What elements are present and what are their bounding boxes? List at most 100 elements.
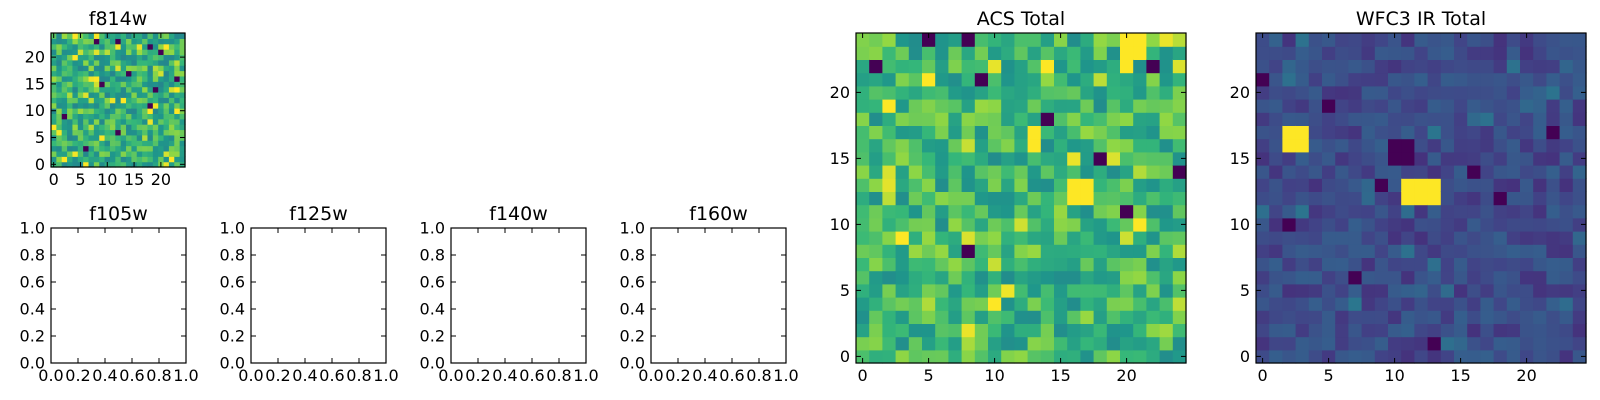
heatmap-cell <box>56 43 63 50</box>
heatmap-cell <box>1146 323 1161 338</box>
heatmap-cell <box>1506 257 1521 272</box>
heatmap-cell <box>961 99 976 113</box>
x-tick-label: 10 <box>984 366 1004 385</box>
heatmap-cell <box>104 156 111 163</box>
heatmap-cell <box>1295 244 1310 258</box>
heatmap-cell <box>1308 178 1323 192</box>
heatmap-cell <box>961 125 976 140</box>
heatmap-cell <box>1282 336 1297 351</box>
heatmap-cell <box>1054 72 1068 87</box>
heatmap-cell <box>869 297 883 311</box>
heatmap-cell <box>51 70 57 77</box>
heatmap-cell <box>1414 270 1429 285</box>
heatmap-cell <box>115 70 122 77</box>
heatmap-cell <box>1295 297 1310 311</box>
heatmap-cell <box>142 91 149 98</box>
heatmap-cell <box>1080 191 1095 206</box>
heatmap-cell <box>1106 217 1121 232</box>
heatmap-cell <box>1374 46 1389 60</box>
heatmap-cell <box>1308 191 1323 206</box>
heatmap-cell <box>1256 99 1270 113</box>
heatmap-cell <box>1414 72 1429 87</box>
heatmap-cell <box>1361 204 1376 219</box>
heatmap-cell <box>1067 191 1081 206</box>
heatmap-cell <box>1546 46 1561 60</box>
heatmap-cell <box>168 65 175 72</box>
heatmap-cell <box>935 72 949 87</box>
heatmap-cell <box>99 86 106 93</box>
x-tick-label: 0.4 <box>492 366 517 385</box>
heatmap-cell <box>922 99 936 113</box>
heatmap-cell <box>856 138 870 153</box>
heatmap-cell <box>961 151 976 166</box>
heatmap-cell <box>1001 46 1015 60</box>
heatmap-cell <box>961 257 976 272</box>
heatmap-cell <box>158 145 165 152</box>
heatmap-cell <box>1454 231 1468 245</box>
heatmap-cell <box>908 270 923 285</box>
heatmap-cell <box>1454 85 1468 100</box>
heatmap-cell <box>922 46 936 60</box>
heatmap-cell <box>77 81 84 88</box>
heatmap-cell <box>83 59 90 66</box>
heatmap-cell <box>120 81 127 88</box>
heatmap-cell <box>67 118 74 125</box>
heatmap-cell <box>1040 231 1055 245</box>
heatmap-cell <box>1480 310 1495 324</box>
heatmap-cell <box>988 33 1002 47</box>
heatmap-cell <box>163 49 170 56</box>
heatmap-cell <box>908 310 923 324</box>
heatmap-cell <box>158 70 165 77</box>
heatmap-cell <box>1506 112 1521 126</box>
heatmap-cell <box>922 112 936 126</box>
heatmap-cell <box>109 161 116 168</box>
heatmap-cell <box>131 150 138 157</box>
y-tick-label: 20 <box>25 48 45 67</box>
heatmap-cell <box>1322 85 1336 100</box>
heatmap-cell <box>1454 349 1468 364</box>
heatmap-cell <box>1067 336 1081 351</box>
heatmap-cell <box>1361 46 1376 60</box>
heatmap-cell <box>1256 244 1270 258</box>
heatmap-cell <box>1014 297 1029 311</box>
heatmap-cell <box>1256 33 1270 47</box>
heatmap-cell <box>109 70 116 77</box>
heatmap-cell <box>1388 257 1402 272</box>
heatmap-cell <box>1308 336 1323 351</box>
heatmap-cell <box>1322 99 1336 113</box>
heatmap-cell <box>1361 33 1376 47</box>
heatmap-cell <box>908 165 923 179</box>
heatmap-cell <box>882 178 897 192</box>
heatmap-cell <box>1427 151 1442 166</box>
heatmap-cell <box>88 54 95 61</box>
axes-frame <box>1255 32 1587 364</box>
heatmap-cell <box>1001 270 1015 285</box>
heatmap-cell <box>174 81 181 88</box>
heatmap-cell <box>974 270 989 285</box>
heatmap-cell <box>1308 257 1323 272</box>
x-tick-label: 0.4 <box>292 366 317 385</box>
heatmap-cell <box>948 297 963 311</box>
heatmap-cell <box>1572 349 1587 364</box>
heatmap-cell <box>1374 138 1389 153</box>
heatmap-cell <box>1146 46 1161 60</box>
heatmap-cell <box>142 49 149 56</box>
y-tick-label: 15 <box>830 149 850 168</box>
heatmap-cell <box>1348 138 1363 153</box>
heatmap-cell <box>77 70 84 77</box>
heatmap-cell <box>1388 349 1402 364</box>
heatmap-cell <box>1256 138 1270 153</box>
heatmap-cell <box>99 81 106 88</box>
heatmap-cell <box>1067 310 1081 324</box>
heatmap-cell <box>174 134 181 141</box>
heatmap-cell <box>1159 323 1174 338</box>
heatmap-cell <box>1027 112 1042 126</box>
heatmap-cell <box>72 33 79 39</box>
heatmap-cell <box>922 217 936 232</box>
heatmap-cell <box>1106 112 1121 126</box>
heatmap-cell <box>1335 125 1349 140</box>
heatmap-cell <box>88 65 95 72</box>
heatmap-cell <box>1106 46 1121 60</box>
heatmap-cell <box>1533 178 1547 192</box>
heatmap-cell <box>1001 59 1015 74</box>
